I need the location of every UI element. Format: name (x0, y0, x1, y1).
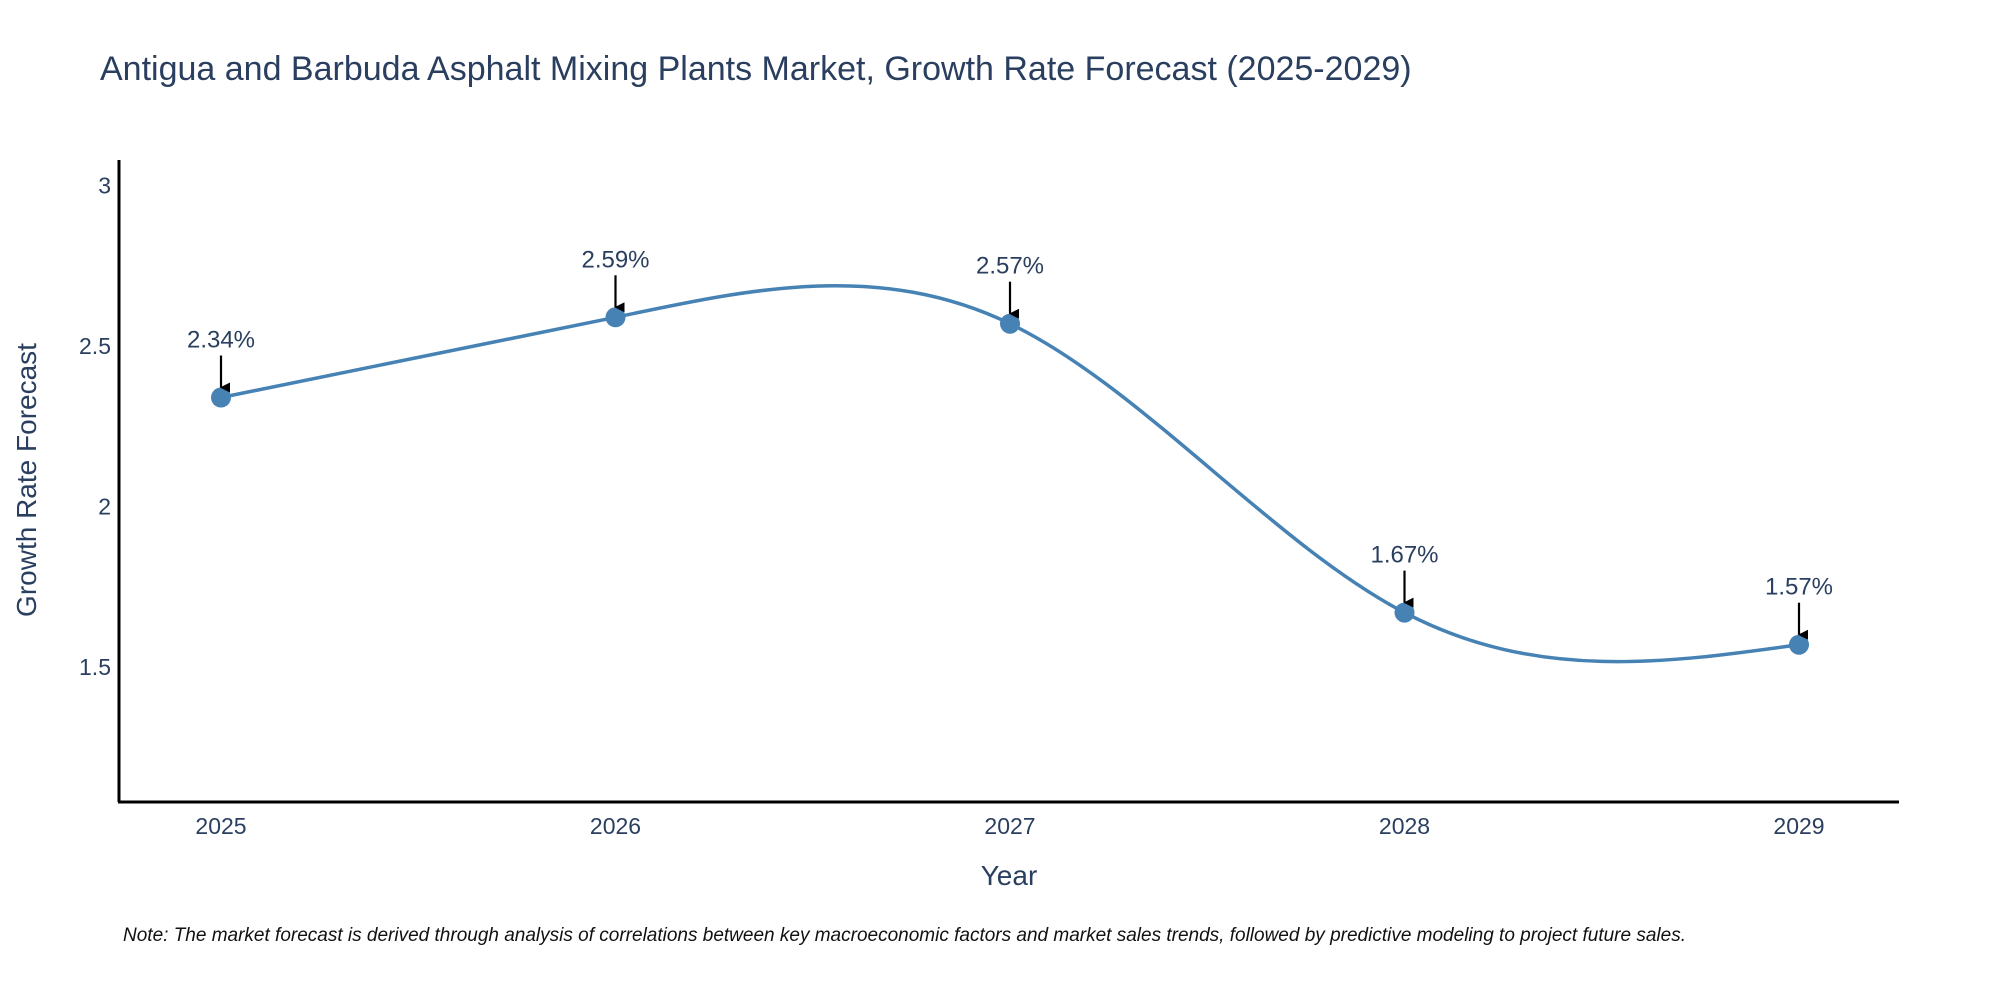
y-axis-title: Growth Rate Forecast (11, 343, 42, 617)
x-axis-title: Year (981, 860, 1038, 891)
y-tick-label: 1.5 (79, 654, 111, 680)
data-point (1394, 602, 1415, 623)
x-tick-label: 2029 (1773, 813, 1824, 839)
x-tick-label: 2025 (195, 813, 246, 839)
footnote: Note: The market forecast is derived thr… (123, 925, 1686, 946)
data-label: 2.59% (581, 246, 649, 273)
data-label: 2.34% (187, 327, 255, 354)
y-tick-label: 2.5 (79, 333, 111, 359)
data-label: 1.57% (1765, 574, 1833, 601)
y-tick-label: 2 (98, 494, 111, 520)
chart-title: Antigua and Barbuda Asphalt Mixing Plant… (100, 50, 1412, 88)
data-point (211, 387, 231, 408)
x-axis-ticks: 2025 2026 2027 2028 2029 (195, 813, 1824, 839)
data-point (605, 307, 626, 328)
plot-area: 2.34% 2.59% 2.57% 1.67% 1.57% (187, 246, 1833, 664)
y-tick-label: 3 (98, 173, 111, 199)
data-label: 2.57% (976, 253, 1044, 280)
y-axis-ticks: 1.5 2 2.5 3 (79, 173, 111, 681)
data-point (1789, 634, 1809, 655)
x-tick-label: 2028 (1379, 813, 1430, 839)
x-tick-label: 2026 (590, 813, 641, 839)
series-line (220, 284, 1800, 664)
data-label: 1.67% (1370, 542, 1438, 569)
data-point (1000, 313, 1020, 334)
x-tick-label: 2027 (984, 813, 1035, 839)
